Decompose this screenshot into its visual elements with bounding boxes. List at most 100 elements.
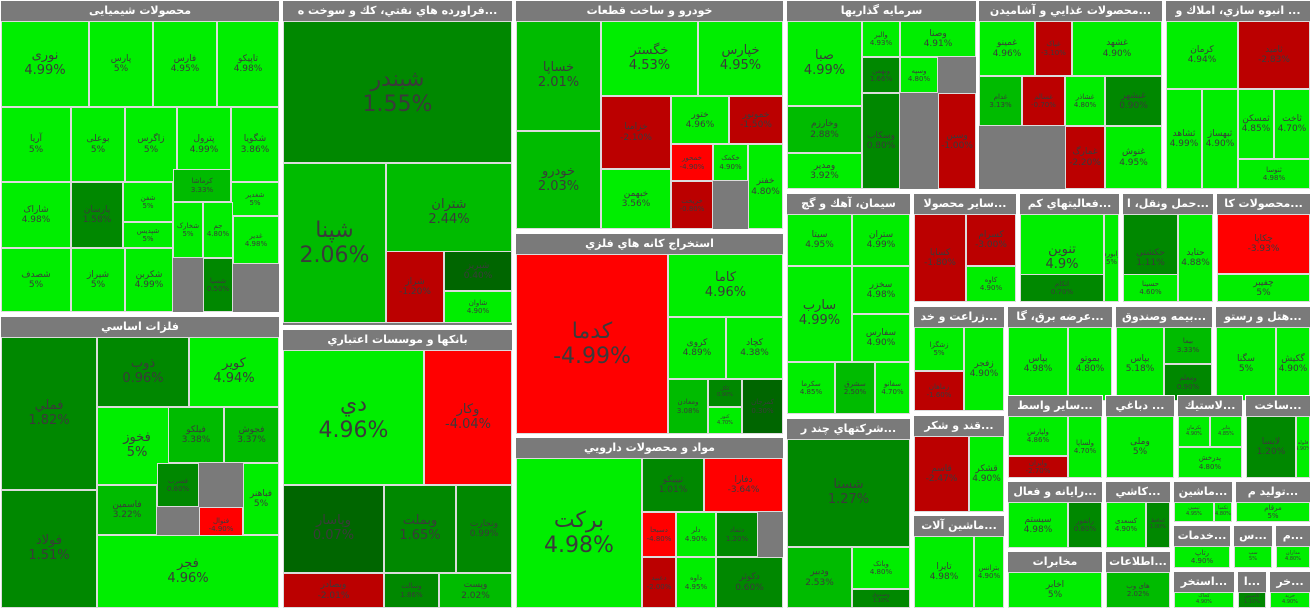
stock-tile[interactable]: نوری 4.99% <box>1 21 89 107</box>
stock-tile[interactable]: خبهمن 3.56% <box>601 169 671 229</box>
stock-tile[interactable]: خریخت -0.80% <box>671 181 713 229</box>
stock-tile[interactable]: بپاس 5.18% <box>1116 327 1164 401</box>
stock-tile[interactable]: فاسمین 3.22% <box>97 485 157 535</box>
stock-tile[interactable]: وبانک 4.80% <box>852 547 910 589</box>
stock-tile[interactable]: مرقام 5% <box>1236 502 1310 522</box>
stock-tile[interactable]: خودرو 2.03% <box>516 131 601 229</box>
stock-tile[interactable]: فملي 1.82% <box>1 337 97 490</box>
stock-tile[interactable]: ستران 4.99% <box>852 214 910 266</box>
stock-tile[interactable]: ومعلم 0.90% <box>1164 364 1212 401</box>
stock-tile[interactable]: کاسپین 1.10% <box>1238 592 1266 608</box>
stock-tile[interactable]: خمحور -4.90% <box>671 144 713 181</box>
stock-tile[interactable]: شخارک 5% <box>173 202 203 258</box>
stock-tile[interactable]: سخزر 4.98% <box>852 266 910 314</box>
stock-tile[interactable]: بوعلی 5% <box>71 107 125 182</box>
stock-tile[interactable]: شاوان 4.90% <box>444 291 512 323</box>
stock-tile[interactable]: بیما 3.33% <box>1164 327 1212 364</box>
stock-tile[interactable]: شستا 1.27% <box>787 439 910 547</box>
stock-tile[interactable]: سگنا 5% <box>1216 327 1276 401</box>
stock-tile[interactable]: خکمک 4.90% <box>713 144 748 181</box>
stock-tile[interactable]: اخابر 5% <box>1008 572 1102 608</box>
stock-tile[interactable]: پارسان 1.58% <box>71 182 123 248</box>
stock-tile[interactable]: شکربن 4.99% <box>125 248 173 312</box>
stock-tile[interactable]: بپاس 4.98% <box>1008 327 1068 401</box>
stock-tile[interactable]: حتاید 4.88% <box>1178 214 1213 302</box>
stock-tile[interactable]: غپاک -3.10% <box>1035 21 1072 76</box>
stock-tile[interactable]: پتایر 4.85% <box>1210 416 1242 447</box>
stock-tile[interactable]: خفنر 4.80% <box>748 144 783 229</box>
stock-tile[interactable]: لابسا 1.20% <box>1246 416 1296 478</box>
stock-tile[interactable]: غشهد 4.90% <box>1072 21 1162 76</box>
stock-tile[interactable]: ثاخت 4.70% <box>1274 89 1310 159</box>
stock-tile[interactable]: فیلکو 3.38% <box>168 407 224 463</box>
stock-tile[interactable]: سپ 5% <box>1234 546 1272 568</box>
stock-tile[interactable]: رانفور 0.80% <box>1068 502 1102 548</box>
stock-tile[interactable]: سارب 4.99% <box>787 266 852 362</box>
stock-tile[interactable]: وسکاب 0.80% <box>862 93 900 189</box>
stock-tile[interactable]: فسرب 0.80% <box>157 463 199 507</box>
stock-tile[interactable]: کرماشا 3.33% <box>173 169 231 202</box>
stock-tile[interactable]: فجوش 3.37% <box>224 407 279 463</box>
stock-tile[interactable]: سیتا 4.95% <box>787 214 852 266</box>
stock-tile[interactable]: تیپیکو 1.01% <box>642 458 704 512</box>
stock-tile[interactable]: وصندوق 1.10% <box>852 589 910 608</box>
stock-tile[interactable]: وایران -2.70% <box>1008 456 1068 478</box>
stock-tile[interactable]: کچاد 4.38% <box>726 317 783 379</box>
stock-tile[interactable]: ثشاهد 4.99% <box>1166 89 1202 189</box>
stock-tile[interactable]: جم 4.80% <box>203 202 233 258</box>
stock-tile[interactable]: غدیر 4.98% <box>233 216 279 264</box>
stock-tile[interactable]: ومدیر 3.92% <box>787 153 862 189</box>
stock-tile[interactable]: کساپا -1.80% <box>914 214 966 302</box>
stock-tile[interactable]: تکمبا 4.80% <box>1214 502 1232 522</box>
stock-tile[interactable]: شتران 2.44% <box>386 163 512 263</box>
stock-tile[interactable]: خپارس 4.95% <box>698 21 783 96</box>
stock-tile[interactable]: کسرام -3.00% <box>966 214 1016 266</box>
stock-tile[interactable]: غمینو 4.96% <box>979 21 1035 76</box>
stock-tile[interactable]: قشکر 4.90% <box>969 436 1004 512</box>
stock-tile[interactable]: ثنوسا 4.98% <box>1238 159 1310 189</box>
stock-tile[interactable]: غمارگ -2.20% <box>1065 126 1105 189</box>
stock-tile[interactable]: وبصادر -2.01% <box>283 573 384 608</box>
stock-tile[interactable]: خموتور -1.50% <box>729 96 783 144</box>
stock-tile[interactable]: کروی 4.89% <box>668 317 726 379</box>
stock-tile[interactable]: زاگرس 5% <box>125 107 177 182</box>
stock-tile[interactable]: ختور 4.96% <box>671 96 729 144</box>
stock-tile[interactable]: ثبهساز 4.90% <box>1202 89 1238 189</box>
stock-tile[interactable]: بترانس 4.90% <box>974 536 1004 608</box>
stock-tile[interactable]: وسین -1.00% <box>938 93 976 189</box>
stock-tile[interactable]: فجر 4.96% <box>97 535 279 608</box>
stock-tile[interactable]: شراز -1.20% <box>386 251 444 323</box>
stock-tile[interactable]: زفجر 4.90% <box>964 327 1004 411</box>
stock-tile[interactable]: دکوثر 0.60% <box>716 557 783 608</box>
stock-tile[interactable]: وبملت 1.65% <box>384 485 456 573</box>
stock-tile[interactable]: وخارزم 2.88% <box>787 106 862 153</box>
stock-tile[interactable]: غسالم -0.70% <box>1022 76 1065 126</box>
stock-tile[interactable]: ثامید -2.83% <box>1238 21 1310 89</box>
stock-tile[interactable]: وملی 5% <box>1106 416 1174 478</box>
stock-tile[interactable]: کگل 0.90% <box>708 379 742 407</box>
stock-tile[interactable]: شغدیر 5% <box>231 182 279 216</box>
stock-tile[interactable]: ولساپا 4.70% <box>1068 416 1102 478</box>
stock-tile[interactable]: کاما 4.96% <box>668 254 783 317</box>
stock-tile[interactable]: شگویا 3.86% <box>231 107 279 182</box>
stock-tile[interactable]: دسبحا -4.80% <box>642 512 676 557</box>
stock-tile[interactable]: صبا 4.99% <box>787 21 862 106</box>
stock-tile[interactable]: برکت 4.98% <box>516 458 642 608</box>
stock-tile[interactable]: شبریز 0.40% <box>444 251 512 291</box>
stock-tile[interactable]: پکرمان 4.90% <box>1178 416 1210 447</box>
stock-tile[interactable]: وبهمن 1.66% <box>862 57 900 93</box>
stock-tile[interactable]: کاوه 4.90% <box>966 266 1016 302</box>
stock-tile[interactable]: ثمسکن 4.85% <box>1238 89 1274 159</box>
stock-tile[interactable]: چکاپا -3.93% <box>1217 214 1310 274</box>
stock-tile[interactable]: دتماد 1.20% <box>716 512 758 557</box>
stock-tile[interactable]: تایرا 4.98% <box>914 536 974 608</box>
stock-tile[interactable]: شپنا 2.06% <box>283 163 386 323</box>
stock-tile[interactable]: کحافظ 1.00% <box>1146 502 1170 548</box>
stock-tile[interactable]: تپمپی 4.95% <box>1174 502 1214 522</box>
stock-tile[interactable]: سفانو 4.70% <box>875 362 910 414</box>
stock-tile[interactable]: شاراک 4.98% <box>1 182 71 248</box>
stock-tile[interactable]: زشگزا 5% <box>914 327 964 371</box>
stock-tile[interactable]: رتاپ 4.90% <box>1174 546 1230 568</box>
stock-tile[interactable]: غنوش 4.95% <box>1105 126 1162 189</box>
stock-tile[interactable]: غشاذر 4.80% <box>1065 76 1105 126</box>
